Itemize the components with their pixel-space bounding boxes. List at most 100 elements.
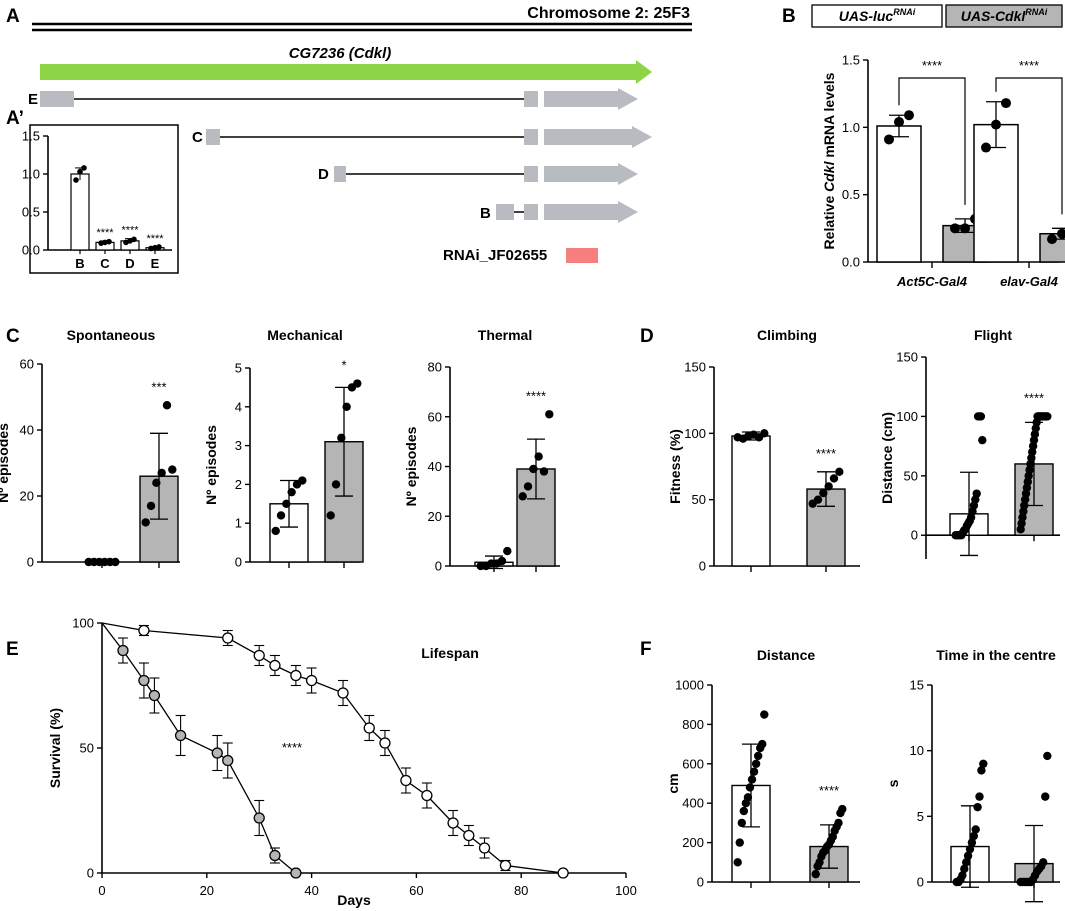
isoform-e: E xyxy=(28,88,638,110)
y-tick-label: 1 xyxy=(235,516,242,531)
panel-label-b: B xyxy=(782,6,796,27)
data-point xyxy=(363,722,375,734)
exon-arrow xyxy=(544,163,638,185)
significance-marker: **** xyxy=(121,225,139,237)
series-line xyxy=(101,622,297,874)
x-tick-label: 0 xyxy=(98,883,105,898)
chart-title: Flight xyxy=(974,327,1012,343)
x-axis-label: Days xyxy=(337,892,371,908)
data-point xyxy=(73,177,79,183)
bar xyxy=(70,173,90,251)
data-point xyxy=(269,849,281,862)
exon xyxy=(334,166,346,182)
panel-label-e: E xyxy=(6,639,19,660)
data-point xyxy=(824,482,833,491)
data-point xyxy=(298,476,307,485)
data-point xyxy=(211,747,223,759)
exon xyxy=(524,129,538,145)
data-point xyxy=(222,754,234,767)
data-point xyxy=(326,511,335,520)
significance-marker: **** xyxy=(816,446,836,461)
data-point xyxy=(353,379,362,388)
data-point xyxy=(976,412,986,421)
isoform-b: B xyxy=(480,201,638,223)
x-tick-label: elav-Gal4 xyxy=(1000,274,1059,289)
data-point xyxy=(811,869,820,879)
data-point xyxy=(81,165,87,171)
y-axis-label: cm xyxy=(665,773,681,793)
data-point xyxy=(747,775,757,784)
exon xyxy=(496,204,514,220)
chart-b: 0.0 0.5 1.0 1.5 Relative Cdkl mRNA levels Act… xyxy=(821,53,1065,289)
data-point xyxy=(973,802,982,812)
data-point xyxy=(737,818,746,828)
panel-label-c: C xyxy=(6,326,20,347)
y-tick-label: 100 xyxy=(72,616,94,631)
data-point xyxy=(331,480,341,489)
exon-arrow xyxy=(544,88,638,110)
y-tick-label: 4 xyxy=(235,399,242,414)
chart-title: Time in the centre xyxy=(936,647,1056,663)
y-axis-label: Fitness (%) xyxy=(667,429,683,504)
x-tick-label: C xyxy=(100,256,110,271)
inset-frame xyxy=(29,124,179,274)
y-tick-label: 60 xyxy=(20,357,34,372)
data-point xyxy=(478,842,491,854)
chart-title: Climbing xyxy=(757,327,817,343)
exon xyxy=(206,129,220,145)
data-point xyxy=(379,737,391,749)
data-point xyxy=(269,659,281,672)
y-axis-label: Relative Cdkl mRNA levels xyxy=(821,72,837,249)
isoform-c-label: C xyxy=(192,129,203,146)
y-tick-label: 0 xyxy=(911,528,918,543)
data-point xyxy=(77,168,83,175)
legend-rnai-label: UAS-CdklRNAi xyxy=(961,7,1048,24)
y-tick-label: 0 xyxy=(917,875,924,890)
y-tick-label: 50 xyxy=(904,468,918,483)
data-point xyxy=(168,465,177,474)
y-tick-label: 3 xyxy=(235,438,242,453)
data-point xyxy=(1043,412,1052,421)
y-tick-label: 50 xyxy=(692,492,706,507)
data-point xyxy=(400,774,412,787)
y-tick-label: 2 xyxy=(235,477,242,492)
data-point xyxy=(271,526,280,536)
y-tick-label: 0.5 xyxy=(842,187,860,202)
rnai-label: RNAi_JF02655 xyxy=(443,247,547,264)
data-point xyxy=(447,817,459,829)
significance-marker: **** xyxy=(1024,390,1044,405)
data-point xyxy=(1043,751,1052,761)
data-point xyxy=(162,401,172,410)
data-point xyxy=(749,767,759,776)
y-tick-label: 50 xyxy=(80,741,94,756)
data-point xyxy=(760,429,769,438)
y-tick-label: 80 xyxy=(428,360,442,375)
data-point xyxy=(735,838,744,847)
data-point xyxy=(290,867,302,879)
y-tick-label: 100 xyxy=(896,409,918,424)
y-axis-label: Nº episodes xyxy=(203,425,219,505)
data-point xyxy=(967,838,977,847)
data-point xyxy=(991,119,1001,130)
data-point xyxy=(518,492,527,501)
data-point xyxy=(1047,234,1057,245)
data-point xyxy=(950,223,960,234)
chart-a-prime: 0.0 0.5 1.0 1.5 B C **** D **** E **** xyxy=(22,129,172,271)
significance-marker: *** xyxy=(151,379,166,394)
chart-title: Thermal xyxy=(478,327,532,343)
data-point xyxy=(838,804,847,814)
chart-c-spontaneous: Spontaneous 0 20 40 60 Nº episodes *** xyxy=(0,327,180,570)
y-tick-label: 1.5 xyxy=(22,129,40,144)
gene-name: CG7236 (Cdkl) xyxy=(289,45,392,62)
data-point xyxy=(146,501,156,511)
data-point xyxy=(131,236,137,243)
data-point xyxy=(138,674,150,687)
exon-arrow xyxy=(544,201,638,223)
data-point xyxy=(1039,858,1048,867)
y-tick-label: 5 xyxy=(917,809,924,824)
legend: UAS-lucRNAi UAS-CdklRNAi xyxy=(811,4,1063,28)
significance-marker: **** xyxy=(526,388,546,403)
data-point xyxy=(497,556,507,566)
data-point xyxy=(111,557,120,567)
data-point xyxy=(965,844,975,854)
